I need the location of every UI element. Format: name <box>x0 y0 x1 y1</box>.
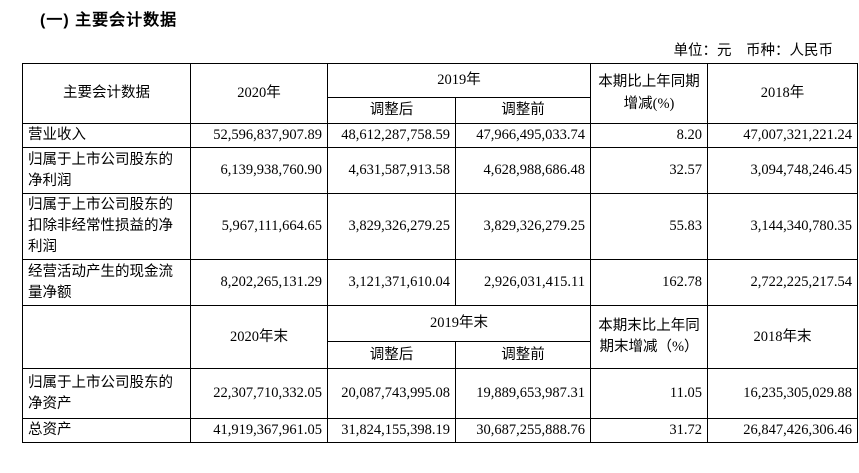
value-2020: 8,202,265,131.29 <box>190 259 328 307</box>
table-row-revenue: 营业收入 52,596,837,907.89 48,612,287,758.59… <box>22 122 858 149</box>
value-2020: 41,919,367,961.05 <box>190 418 328 444</box>
header-2019ye-adjusted: 调整后 <box>327 341 456 370</box>
value-2020: 52,596,837,907.89 <box>190 122 328 149</box>
row-label: 归属于上市公司股东的净资产 <box>22 368 191 420</box>
value-change: 31.72 <box>590 418 708 444</box>
value-change: 162.78 <box>590 259 708 307</box>
header-2020-yearend: 2020年末 <box>190 305 328 370</box>
value-2019-before: 30,687,255,888.76 <box>455 418 591 444</box>
value-2018: 16,235,305,029.88 <box>707 368 858 420</box>
header-2018-yearend: 2018年末 <box>707 305 858 370</box>
value-2018: 47,007,321,221.24 <box>707 122 858 149</box>
value-2019-adjusted: 3,121,371,610.04 <box>327 259 456 307</box>
value-2018: 3,094,748,246.45 <box>707 147 858 195</box>
value-change: 11.05 <box>590 368 708 420</box>
value-change: 55.83 <box>590 193 708 261</box>
value-2019-adjusted: 20,087,743,995.08 <box>327 368 456 420</box>
value-2018: 2,722,225,217.54 <box>707 259 858 307</box>
value-2018: 26,847,426,306.46 <box>707 418 858 444</box>
value-2018: 3,144,340,780.35 <box>707 193 858 261</box>
row-label: 经营活动产生的现金流量净额 <box>22 259 191 307</box>
header2-spacer-cell <box>22 305 191 370</box>
header-2018: 2018年 <box>707 63 858 124</box>
table-row-operating-cash-flow: 经营活动产生的现金流量净额 8,202,265,131.29 3,121,371… <box>22 259 858 307</box>
table-row-net-assets: 归属于上市公司股东的净资产 22,307,710,332.05 20,087,7… <box>22 368 858 420</box>
value-2020: 6,139,938,760.90 <box>190 147 328 195</box>
value-change: 8.20 <box>590 122 708 149</box>
value-2019-before: 4,628,988,686.48 <box>455 147 591 195</box>
value-2019-adjusted: 48,612,287,758.59 <box>327 122 456 149</box>
table-row-total-assets: 总资产 41,919,367,961.05 31,824,155,398.19 … <box>22 418 858 444</box>
header-2019-yearend: 2019年末 <box>327 305 591 343</box>
table-row-net-profit: 归属于上市公司股东的净利润 6,139,938,760.90 4,631,587… <box>22 147 858 195</box>
header-2019: 2019年 <box>327 63 591 98</box>
value-2019-before: 19,889,653,987.31 <box>455 368 591 420</box>
header-2019-adjusted: 调整后 <box>327 97 456 124</box>
header-change-yoy: 本期比上年同期增减(%) <box>590 63 708 124</box>
value-2020: 5,967,111,664.65 <box>190 193 328 261</box>
value-change: 32.57 <box>590 147 708 195</box>
section-title: (一) 主要会计数据 <box>40 12 178 29</box>
value-2019-adjusted: 3,829,326,279.25 <box>327 193 456 261</box>
header-2019-before: 调整前 <box>455 97 591 124</box>
header-main-data: 主要会计数据 <box>22 63 191 124</box>
value-2019-before: 3,829,326,279.25 <box>455 193 591 261</box>
main-accounting-data-table: 主要会计数据 2020年 2019年 本期比上年同期增减(%) 2018年 调整… <box>22 63 858 444</box>
value-2020: 22,307,710,332.05 <box>190 368 328 420</box>
row-label: 归属于上市公司股东的扣除非经常性损益的净利润 <box>22 193 191 261</box>
header-2019ye-before: 调整前 <box>455 341 591 370</box>
value-2019-adjusted: 4,631,587,913.58 <box>327 147 456 195</box>
header-change-yearend: 本期末比上年同期末增减（%） <box>590 305 708 370</box>
value-2019-before: 2,926,031,415.11 <box>455 259 591 307</box>
unit-currency-note: 单位：元 币种：人民币 <box>673 43 834 59</box>
row-label: 总资产 <box>22 418 191 444</box>
header-2020: 2020年 <box>190 63 328 124</box>
value-2019-adjusted: 31,824,155,398.19 <box>327 418 456 444</box>
row-label: 归属于上市公司股东的净利润 <box>22 147 191 195</box>
row-label: 营业收入 <box>22 122 191 149</box>
table-row-net-profit-excl-nonrecurring: 归属于上市公司股东的扣除非经常性损益的净利润 5,967,111,664.65 … <box>22 193 858 261</box>
value-2019-before: 47,966,495,033.74 <box>455 122 591 149</box>
